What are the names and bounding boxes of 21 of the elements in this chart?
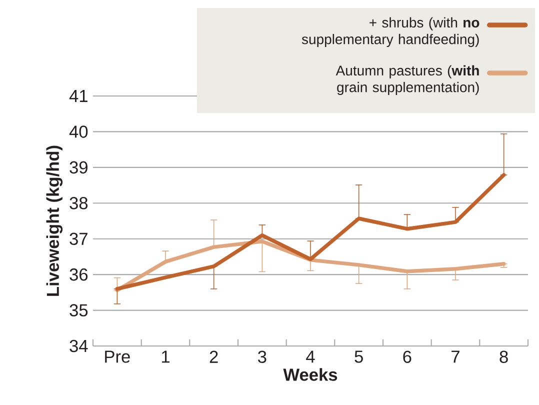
y-tick-label: 37 [70,232,88,245]
legend-label: Autumn pastures (with grain supplementation) [336,65,479,95]
x-axis-title: Weeks [283,368,338,381]
x-tick-label: 2 [210,350,218,363]
y-tick-label: 34 [70,340,88,352]
x-tick-label: Pre [105,350,130,363]
x-tick-label: 4 [306,350,315,363]
x-tick-label: 7 [452,350,460,363]
y-tick-label: 41 [69,90,88,102]
x-tick-label: 5 [354,350,363,363]
y-tick-label: 40 [69,126,88,138]
y-tick-label: 36 [70,268,88,281]
x-tick-label: 1 [162,350,170,363]
x-tick-label: 6 [403,350,412,363]
y-axis-title: Liveweight (kg/hd) [46,146,63,296]
y-tick-label: 38 [70,197,88,210]
x-tick-label: 3 [258,350,266,363]
x-tick-label: 8 [500,350,508,363]
legend-label: + shrubs (with no supplementary handfeeding) [302,17,480,47]
y-tick-label: 35 [70,304,88,316]
y-tick-label: 39 [70,161,88,174]
